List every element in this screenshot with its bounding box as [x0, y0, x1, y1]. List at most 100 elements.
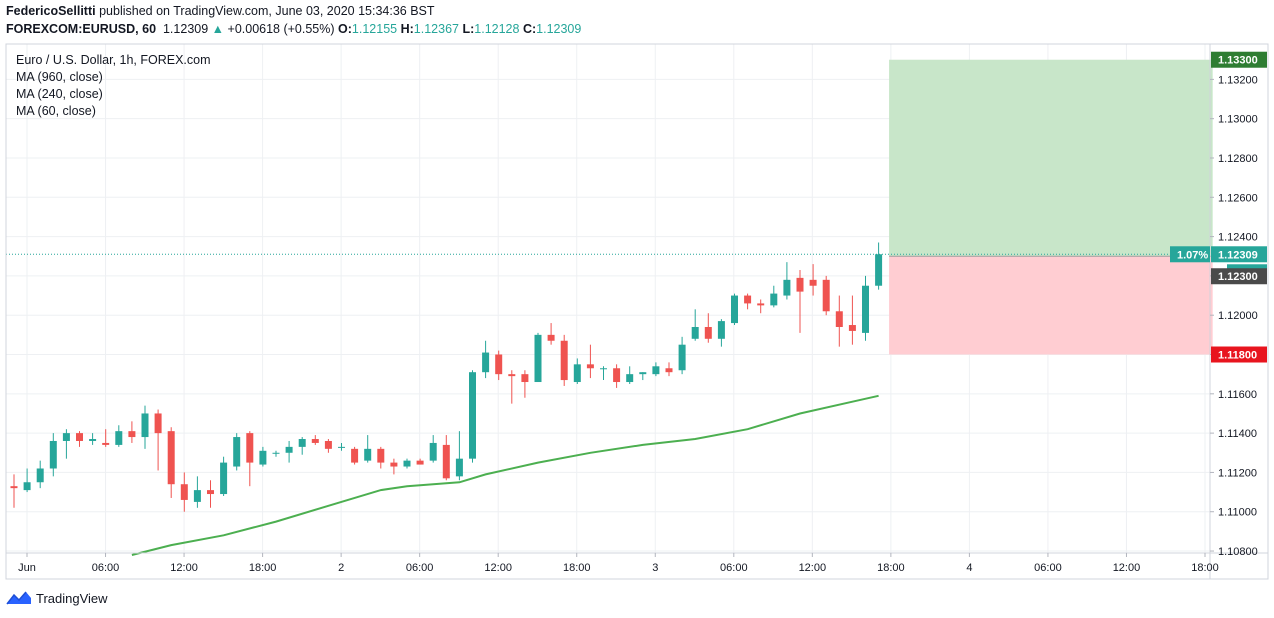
- candle-body: [259, 450, 267, 465]
- x-tick-label: 18:00: [563, 562, 591, 574]
- candle-body: [76, 433, 83, 441]
- candle-body: [521, 374, 529, 383]
- candle-body: [272, 452, 280, 454]
- candle-body: [534, 334, 542, 383]
- x-tick-label: 06:00: [92, 562, 120, 574]
- x-tick-label: 4: [966, 562, 972, 574]
- candle-body: [586, 364, 594, 369]
- price-change: +0.00618 (+0.55%): [227, 22, 335, 36]
- chart-frame: [5, 43, 1269, 580]
- x-tick-label: 06:00: [720, 562, 748, 574]
- y-tick-label: 1.13200: [1218, 74, 1258, 86]
- y-tick-label: 1.12000: [1218, 310, 1258, 322]
- legend-title[interactable]: Euro / U.S. Dollar, 1h, FOREX.com: [16, 53, 211, 67]
- candle-body: [639, 372, 647, 375]
- candle-body: [744, 295, 752, 304]
- change-up-icon: ▲: [211, 22, 225, 36]
- candle-body: [652, 366, 660, 375]
- x-tick-label: 18:00: [249, 562, 277, 574]
- ma-line: [131, 394, 879, 556]
- y-tick-label: 1.11400: [1218, 428, 1257, 440]
- y-tick-label: 1.12800: [1218, 153, 1258, 165]
- publish-text: published on TradingView.com, June 03, 2…: [99, 4, 435, 18]
- target-price-label: 1.13300: [1218, 55, 1258, 67]
- candle-body: [704, 326, 712, 339]
- candle-body: [338, 446, 345, 448]
- candle-body: [351, 448, 359, 463]
- y-tick-label: 1.12600: [1218, 192, 1258, 204]
- last-price-label: 1.12309: [1218, 249, 1258, 261]
- candle-body: [246, 433, 254, 463]
- candle-body: [324, 440, 332, 449]
- low-label: L:: [462, 22, 475, 36]
- x-tick-label: 12:00: [799, 562, 827, 574]
- candle-body: [89, 439, 97, 441]
- open-value: 1.12155: [351, 22, 398, 36]
- y-tick-label: 1.11000: [1218, 507, 1257, 519]
- profit-zone: [889, 59, 1213, 257]
- candle-body: [298, 439, 306, 447]
- candle-body: [573, 364, 581, 383]
- candle-body: [390, 462, 398, 467]
- candle-body: [469, 372, 476, 459]
- author-name[interactable]: FedericoSellitti: [6, 4, 96, 18]
- y-tick-label: 1.10800: [1218, 546, 1258, 558]
- symbol-name[interactable]: FOREXCOM:EURUSD, 60: [6, 22, 157, 36]
- candle-body: [508, 374, 516, 377]
- candle-body: [783, 279, 791, 296]
- candle-body: [377, 448, 385, 463]
- close-label: C:: [522, 22, 537, 36]
- candle-body: [547, 334, 555, 341]
- x-tick-label: 12:00: [1113, 562, 1141, 574]
- candle-body: [665, 368, 673, 373]
- tradingview-logo[interactable]: TradingView: [6, 590, 108, 606]
- entry-price-label-bg: [1211, 268, 1267, 285]
- candle-body: [429, 442, 437, 461]
- x-tick-label: 12:00: [170, 562, 198, 574]
- candle-body: [207, 490, 214, 495]
- low-value: 1.12128: [474, 22, 520, 36]
- x-tick-label: 12:00: [484, 562, 512, 574]
- symbol-info: FOREXCOM:EURUSD, 60 1.12309 ▲ +0.00618 (…: [6, 22, 581, 36]
- loss-zone: [889, 256, 1213, 355]
- candle-body: [809, 279, 817, 286]
- candle-body: [613, 368, 621, 383]
- candle-body: [770, 293, 778, 306]
- candle-body: [416, 460, 424, 465]
- candle-body: [678, 344, 686, 371]
- legend-ma-960[interactable]: MA (960, close): [16, 70, 103, 84]
- y-tick-label: 1.11600: [1218, 389, 1257, 401]
- candle-body: [193, 490, 201, 502]
- candle-body: [36, 468, 44, 483]
- pct-bg: [1170, 246, 1210, 263]
- candle-body: [167, 431, 175, 485]
- high-value: 1.12367: [413, 22, 459, 36]
- candle-body: [560, 340, 568, 381]
- position-zones: [6, 59, 1213, 355]
- legend-ma-240[interactable]: MA (240, close): [16, 87, 103, 101]
- legend-ma-60[interactable]: MA (60, close): [16, 104, 96, 118]
- candle-body: [154, 413, 162, 434]
- candle-body: [49, 440, 57, 469]
- last-price: 1.12309: [162, 22, 209, 36]
- y-tick-label: 1.11200: [1218, 467, 1257, 479]
- candles: [10, 242, 883, 512]
- frame-border: [5, 43, 1269, 580]
- candle-body: [495, 354, 503, 375]
- candle-body: [141, 413, 149, 438]
- candle-body: [455, 458, 463, 477]
- candle-body: [102, 442, 110, 445]
- last-price-label-bg: [1211, 246, 1267, 263]
- candle-body: [364, 448, 372, 461]
- stop-price-label: 1.11800: [1218, 350, 1257, 362]
- candle-body: [731, 295, 738, 324]
- time-axis: Jun 06:00 12:00 18:00 2 06:00 12:00 18:00 3 06:00…: [18, 553, 1219, 574]
- candle-body: [220, 462, 228, 495]
- tradingview-logo-icon: [6, 591, 31, 605]
- target-price-label-bg: [1211, 51, 1267, 68]
- candle-body: [62, 433, 70, 441]
- stop-price-label-bg: [1211, 346, 1267, 363]
- candle-body: [128, 431, 136, 438]
- candle-body: [691, 326, 699, 339]
